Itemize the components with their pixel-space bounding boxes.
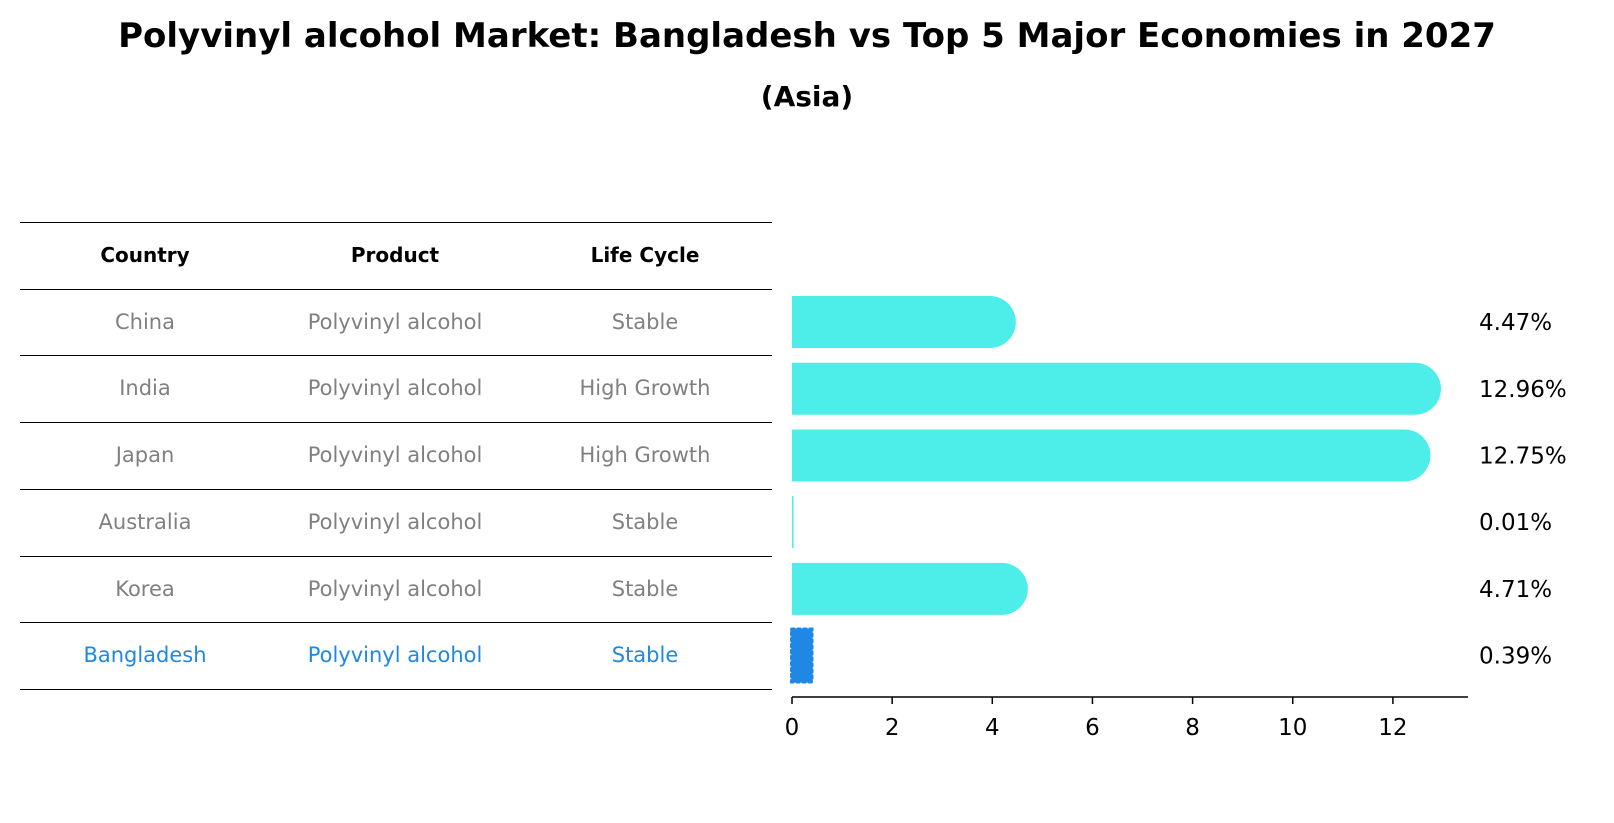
x-tick-label: 12	[1378, 715, 1407, 741]
table-cell-life-cycle: Stable	[611, 509, 679, 534]
table-cell-product: Polyvinyl alcohol	[307, 309, 483, 334]
bar-japan	[792, 429, 1431, 482]
table-cell-country: Australia	[98, 509, 192, 534]
bar-china	[792, 296, 1016, 349]
chart-subtitle: (Asia)	[760, 80, 854, 113]
table-rule	[20, 422, 772, 424]
x-tick-label: 10	[1278, 715, 1307, 741]
bar-value-label: 12.96%	[1479, 377, 1567, 403]
table-cell-product: Polyvinyl alcohol	[307, 576, 483, 601]
table-cell-country: China	[115, 309, 175, 334]
bar-value-label: 4.71%	[1479, 577, 1552, 603]
bar-australia	[792, 496, 794, 549]
bar-india	[792, 362, 1441, 415]
table-rule	[20, 355, 772, 357]
chart-title: Polyvinyl alcohol Market: Bangladesh vs …	[118, 16, 1496, 56]
bar-value-label: 4.47%	[1479, 310, 1552, 336]
table-cell-life-cycle: Stable	[611, 576, 679, 601]
table-cell-product: Polyvinyl alcohol	[307, 509, 483, 534]
bar-value-label: 0.39%	[1479, 644, 1552, 670]
bar-value-label: 0.01%	[1479, 510, 1552, 536]
table-rule	[20, 622, 772, 624]
table-rule	[20, 688, 772, 690]
table-rule	[20, 222, 772, 223]
table-cell-country: India	[119, 376, 171, 401]
table-rule	[20, 555, 772, 557]
table-cell-country: Japan	[115, 443, 175, 468]
x-tick-label: 2	[885, 715, 900, 741]
x-tick-label: 6	[1085, 715, 1100, 741]
table-header-cell: Life Cycle	[590, 243, 700, 267]
table-cell-product: Polyvinyl alcohol	[307, 643, 483, 668]
table-cell-product: Polyvinyl alcohol	[307, 376, 483, 401]
bar-korea	[792, 562, 1028, 615]
table-rule	[20, 288, 772, 290]
table-header-cell: Product	[350, 243, 440, 267]
bar-bangladesh	[790, 627, 814, 684]
table-cell-country: Bangladesh	[83, 643, 207, 668]
table-cell-life-cycle: Stable	[611, 643, 679, 668]
table-cell-life-cycle: High Growth	[579, 376, 711, 401]
table-cell-life-cycle: Stable	[611, 309, 679, 334]
bar-value-label: 12.75%	[1479, 443, 1567, 469]
table-cell-product: Polyvinyl alcohol	[307, 443, 483, 468]
table-rule	[20, 488, 772, 490]
table-cell-country: Korea	[115, 576, 175, 601]
x-tick-label: 4	[985, 715, 1000, 741]
x-tick-label: 0	[785, 715, 800, 741]
table-header-cell: Country	[100, 243, 190, 267]
x-tick-label: 8	[1185, 715, 1200, 741]
table-cell-life-cycle: High Growth	[579, 443, 711, 468]
